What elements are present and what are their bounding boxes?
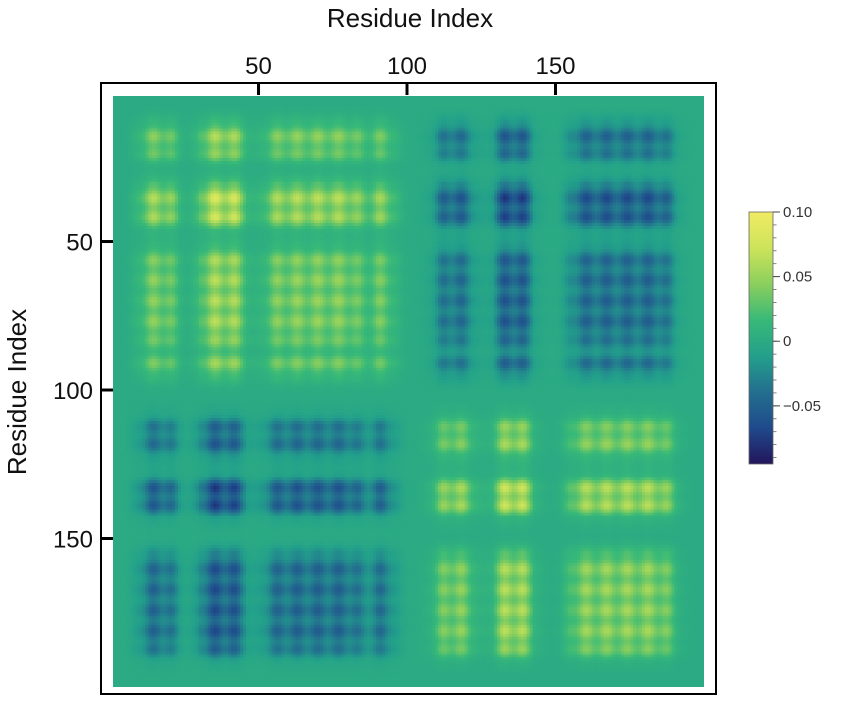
x-axis-title: Residue Index — [327, 3, 493, 33]
y-axis-title: Residue Index — [2, 309, 32, 475]
heatmap-cells — [113, 96, 705, 688]
